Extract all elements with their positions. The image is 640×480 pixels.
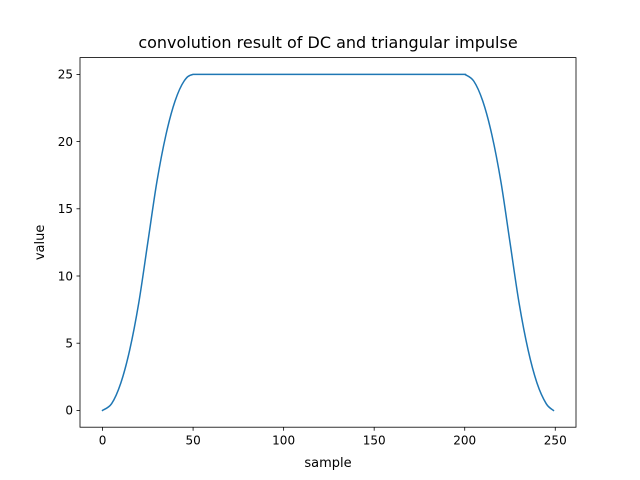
x-tick-label: 200 [453,434,476,448]
x-tick-label: 50 [185,434,200,448]
y-tick-label: 0 [65,404,73,418]
axis-ticks: 0 50 100 150 200 250 0 5 10 15 20 25 [58,68,567,448]
y-tick-label: 15 [58,202,73,216]
x-axis-label: sample [304,456,351,471]
plot-frame [79,57,577,428]
y-tick-label: 10 [58,269,73,283]
y-tick-label: 25 [58,68,73,82]
x-tick-label: 0 [99,434,107,448]
plot-area [80,57,576,428]
y-tick-label: 20 [58,135,73,149]
chart-title: convolution result of DC and triangular … [138,33,517,52]
y-axis-label: value [33,225,48,261]
series-line [101,73,555,412]
y-tick-label: 5 [65,337,73,351]
x-tick-label: 150 [363,434,386,448]
x-tick-label: 100 [272,434,295,448]
x-tick-label: 250 [544,434,567,448]
